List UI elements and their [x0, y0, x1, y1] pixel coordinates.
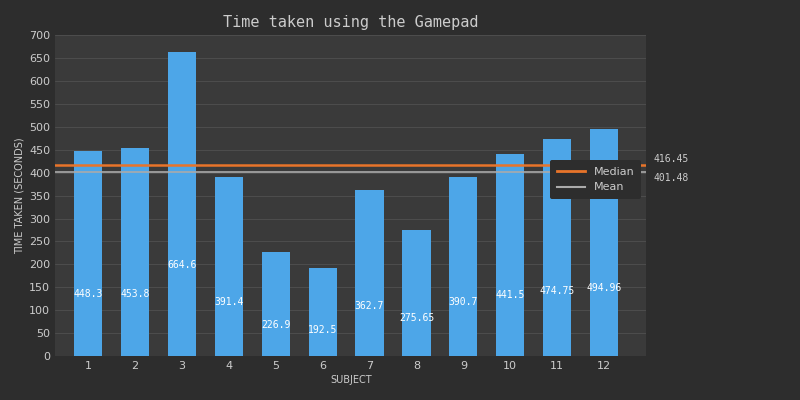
Text: 391.4: 391.4: [214, 297, 243, 307]
Text: 453.8: 453.8: [120, 289, 150, 299]
Text: 192.5: 192.5: [308, 324, 338, 334]
Text: 441.5: 441.5: [496, 290, 525, 300]
Text: 401.48: 401.48: [654, 174, 689, 184]
X-axis label: SUBJECT: SUBJECT: [330, 375, 371, 385]
Bar: [355, 190, 384, 356]
Text: 448.3: 448.3: [74, 289, 102, 299]
Title: Time taken using the Gamepad: Time taken using the Gamepad: [223, 15, 478, 30]
Text: 664.6: 664.6: [167, 260, 197, 270]
Text: 362.7: 362.7: [355, 301, 384, 311]
Legend: Median, Mean: Median, Mean: [550, 160, 641, 199]
Bar: [309, 268, 337, 356]
Text: 226.9: 226.9: [261, 320, 290, 330]
Text: 390.7: 390.7: [449, 297, 478, 307]
Bar: [214, 177, 243, 356]
Bar: [402, 230, 430, 356]
Bar: [543, 138, 571, 356]
Bar: [450, 177, 478, 356]
Bar: [74, 151, 102, 356]
Text: 416.45: 416.45: [654, 154, 689, 164]
Bar: [121, 148, 149, 356]
Text: 275.65: 275.65: [399, 313, 434, 323]
Y-axis label: TIME TAKEN (SECONDS): TIME TAKEN (SECONDS): [15, 137, 25, 254]
Bar: [496, 154, 524, 356]
Bar: [590, 129, 618, 356]
Text: 494.96: 494.96: [586, 283, 622, 293]
Text: 474.75: 474.75: [539, 286, 575, 296]
Bar: [168, 52, 196, 356]
Bar: [262, 252, 290, 356]
